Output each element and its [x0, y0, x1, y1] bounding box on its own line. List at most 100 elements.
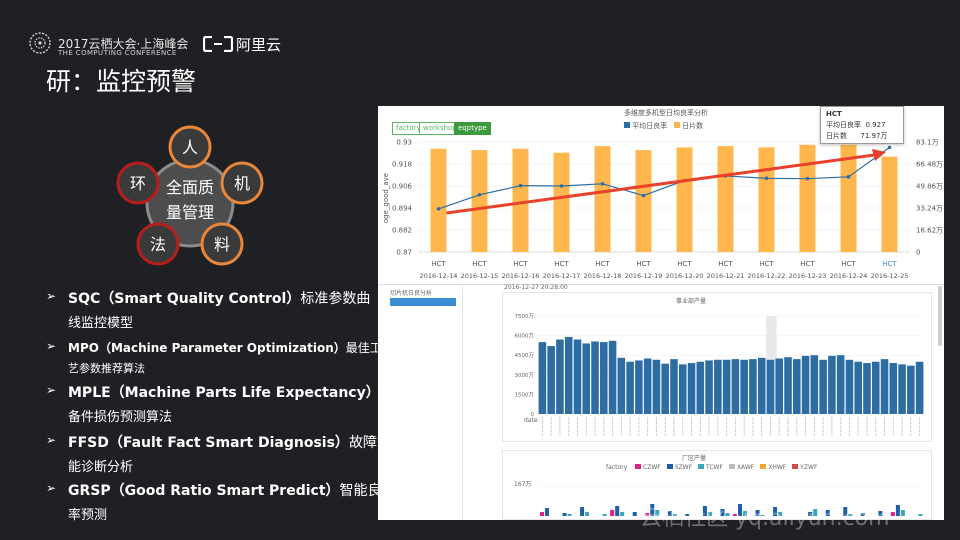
tab-eqptype[interactable]: eqptype — [454, 122, 491, 135]
dashboard-screenshot: factory workshop eqptype 多维度多机型日均良率分析 平均… — [378, 106, 944, 520]
bullet-sqc-desc: 线监控模型 — [68, 316, 134, 331]
left-panel-selected-item[interactable] — [390, 298, 456, 306]
bottom-chart-bar — [540, 512, 544, 516]
wheel-node-fa: 法 — [136, 222, 180, 266]
top-chart-y-right-tick: 0 — [916, 249, 920, 257]
middle-chart-bar — [828, 355, 836, 414]
top-chart-bar — [430, 148, 447, 252]
bottom-chart-bar — [890, 512, 895, 516]
panel-scrollbar[interactable] — [938, 286, 942, 346]
top-chart-x-tick-date: 2016-12-20 — [666, 272, 704, 280]
bottom-chart-bar — [615, 506, 620, 516]
bottom-chart-bar — [685, 514, 690, 516]
top-chart-y-left-tick: 0.93 — [396, 139, 412, 147]
middle-chart-y-tick: 4500万 — [515, 352, 535, 359]
middle-chart-bar — [784, 357, 792, 414]
middle-chart-bar — [617, 357, 626, 414]
top-chart-bar — [840, 144, 857, 252]
bottom-chart-bar — [655, 510, 660, 516]
top-chart-yield-point — [641, 193, 646, 198]
top-chart-y-right-tick: 83.1万 — [916, 139, 939, 147]
bottom-chart-bar — [645, 513, 650, 516]
bottom-chart-bar — [585, 512, 590, 516]
middle-chart-y-tick: 7500万 — [515, 313, 535, 320]
bottom-chart-bar — [725, 513, 730, 516]
bottom-legend-swatch — [666, 464, 673, 469]
middle-chart-bar — [907, 365, 915, 414]
top-chart-x-tick-name: HCT — [472, 260, 487, 268]
middle-chart-bar — [600, 342, 608, 414]
svg-text:料: 料 — [214, 235, 230, 254]
middle-chart-bar — [556, 339, 564, 414]
middle-chart-bar — [538, 342, 547, 414]
brand-name: 阿里云 — [236, 36, 282, 54]
bottom-legend-item: YZWF — [800, 464, 818, 471]
middle-chart-bar — [661, 363, 669, 414]
top-chart-x-tick-date: 2016-12-22 — [748, 272, 786, 280]
middle-chart-bar — [687, 363, 696, 414]
bottom-chart-bar — [720, 509, 725, 516]
bottom-legend-swatch — [760, 464, 767, 469]
svg-text:机: 机 — [234, 174, 250, 193]
left-panel-border — [462, 286, 463, 520]
bottom-legend-item: XAWF — [736, 464, 755, 471]
middle-chart-bar — [705, 360, 713, 414]
bottom-chart-title: 厂区产量 — [682, 455, 707, 462]
bullet-ffsd-head: FFSD（Fault Fact Smart Diagnosis） — [68, 435, 349, 451]
middle-chart-bar — [854, 361, 862, 414]
middle-chart-bar — [635, 360, 643, 414]
middle-chart-bar — [547, 346, 555, 414]
bottom-legend-item: SZWF — [674, 464, 693, 471]
wheel-center-line1: 全面质 — [166, 178, 214, 197]
top-chart-yield-point — [600, 182, 605, 186]
bottom-chart-bar — [843, 507, 848, 516]
bottom-chart-bar — [733, 514, 737, 516]
bottom-legend-label: factory — [606, 464, 630, 471]
bottom-chart-bar — [808, 512, 813, 516]
chart-tooltip: HCT 平均日良率 0.927 日片数 71.97万 — [820, 106, 904, 144]
tab-factory[interactable]: factory — [392, 122, 425, 135]
top-chart-yield-point — [559, 184, 564, 188]
middle-chart-bar — [722, 359, 731, 414]
top-chart-yield-point — [887, 145, 892, 150]
middle-chart-bar — [731, 359, 740, 414]
top-chart-y-right-tick: 66.48万 — [916, 161, 943, 169]
top-chart-bar — [635, 150, 652, 252]
top-chart-yield-point — [764, 176, 769, 181]
top-chart-x-tick-name: HCT — [841, 260, 856, 268]
top-chart-yield-point — [846, 175, 851, 179]
bottom-chart-bar — [602, 514, 607, 516]
top-chart-yield-point — [805, 176, 810, 181]
middle-chart-bar — [608, 340, 617, 414]
top-chart-x-tick-name: HCT — [554, 260, 569, 268]
slide-title: 研：监控预警 — [46, 67, 197, 96]
top-chart-yield-point — [518, 183, 523, 188]
top-chart-x-tick-date: 2016-12-25 — [871, 272, 909, 280]
bottom-chart-bar — [755, 510, 760, 516]
bottom-chart-frame — [502, 450, 932, 520]
middle-chart-bar — [889, 363, 898, 414]
top-chart-bar — [717, 146, 734, 252]
bullet-mpo-desc: 艺参数推荐算法 — [68, 362, 145, 375]
middle-chart-bar — [670, 359, 678, 414]
bottom-legend-item: TCWF — [706, 464, 723, 471]
bottom-legend-swatch — [792, 464, 799, 469]
wheel-node-ji: 机 — [220, 161, 264, 205]
bottom-chart-bar — [545, 508, 549, 516]
bottom-chart-y-tick: 167万 — [514, 481, 532, 488]
middle-chart-bar — [740, 359, 748, 414]
top-chart-bar — [594, 146, 611, 252]
bottom-legend-swatch — [635, 464, 642, 469]
top-chart-x-tick-name: HCT — [677, 260, 692, 268]
top-chart-x-tick-name: HCT — [759, 260, 774, 268]
top-chart-yield-point — [436, 207, 441, 211]
top-chart-y-left-tick: 0.906 — [392, 183, 413, 191]
top-chart-y-left-tick: 0.87 — [396, 249, 412, 257]
quality-wheel-diagram: 全面质 量管理 人 机 料 法 环 — [116, 125, 264, 266]
bottom-chart-bar — [567, 514, 572, 516]
wheel-node-liao: 料 — [200, 222, 244, 266]
bottom-chart-bar — [562, 513, 567, 516]
middle-chart-bar — [836, 355, 845, 414]
trend-arrow-head — [872, 149, 886, 161]
left-panel-title: 切片机日良分析 — [390, 290, 433, 297]
